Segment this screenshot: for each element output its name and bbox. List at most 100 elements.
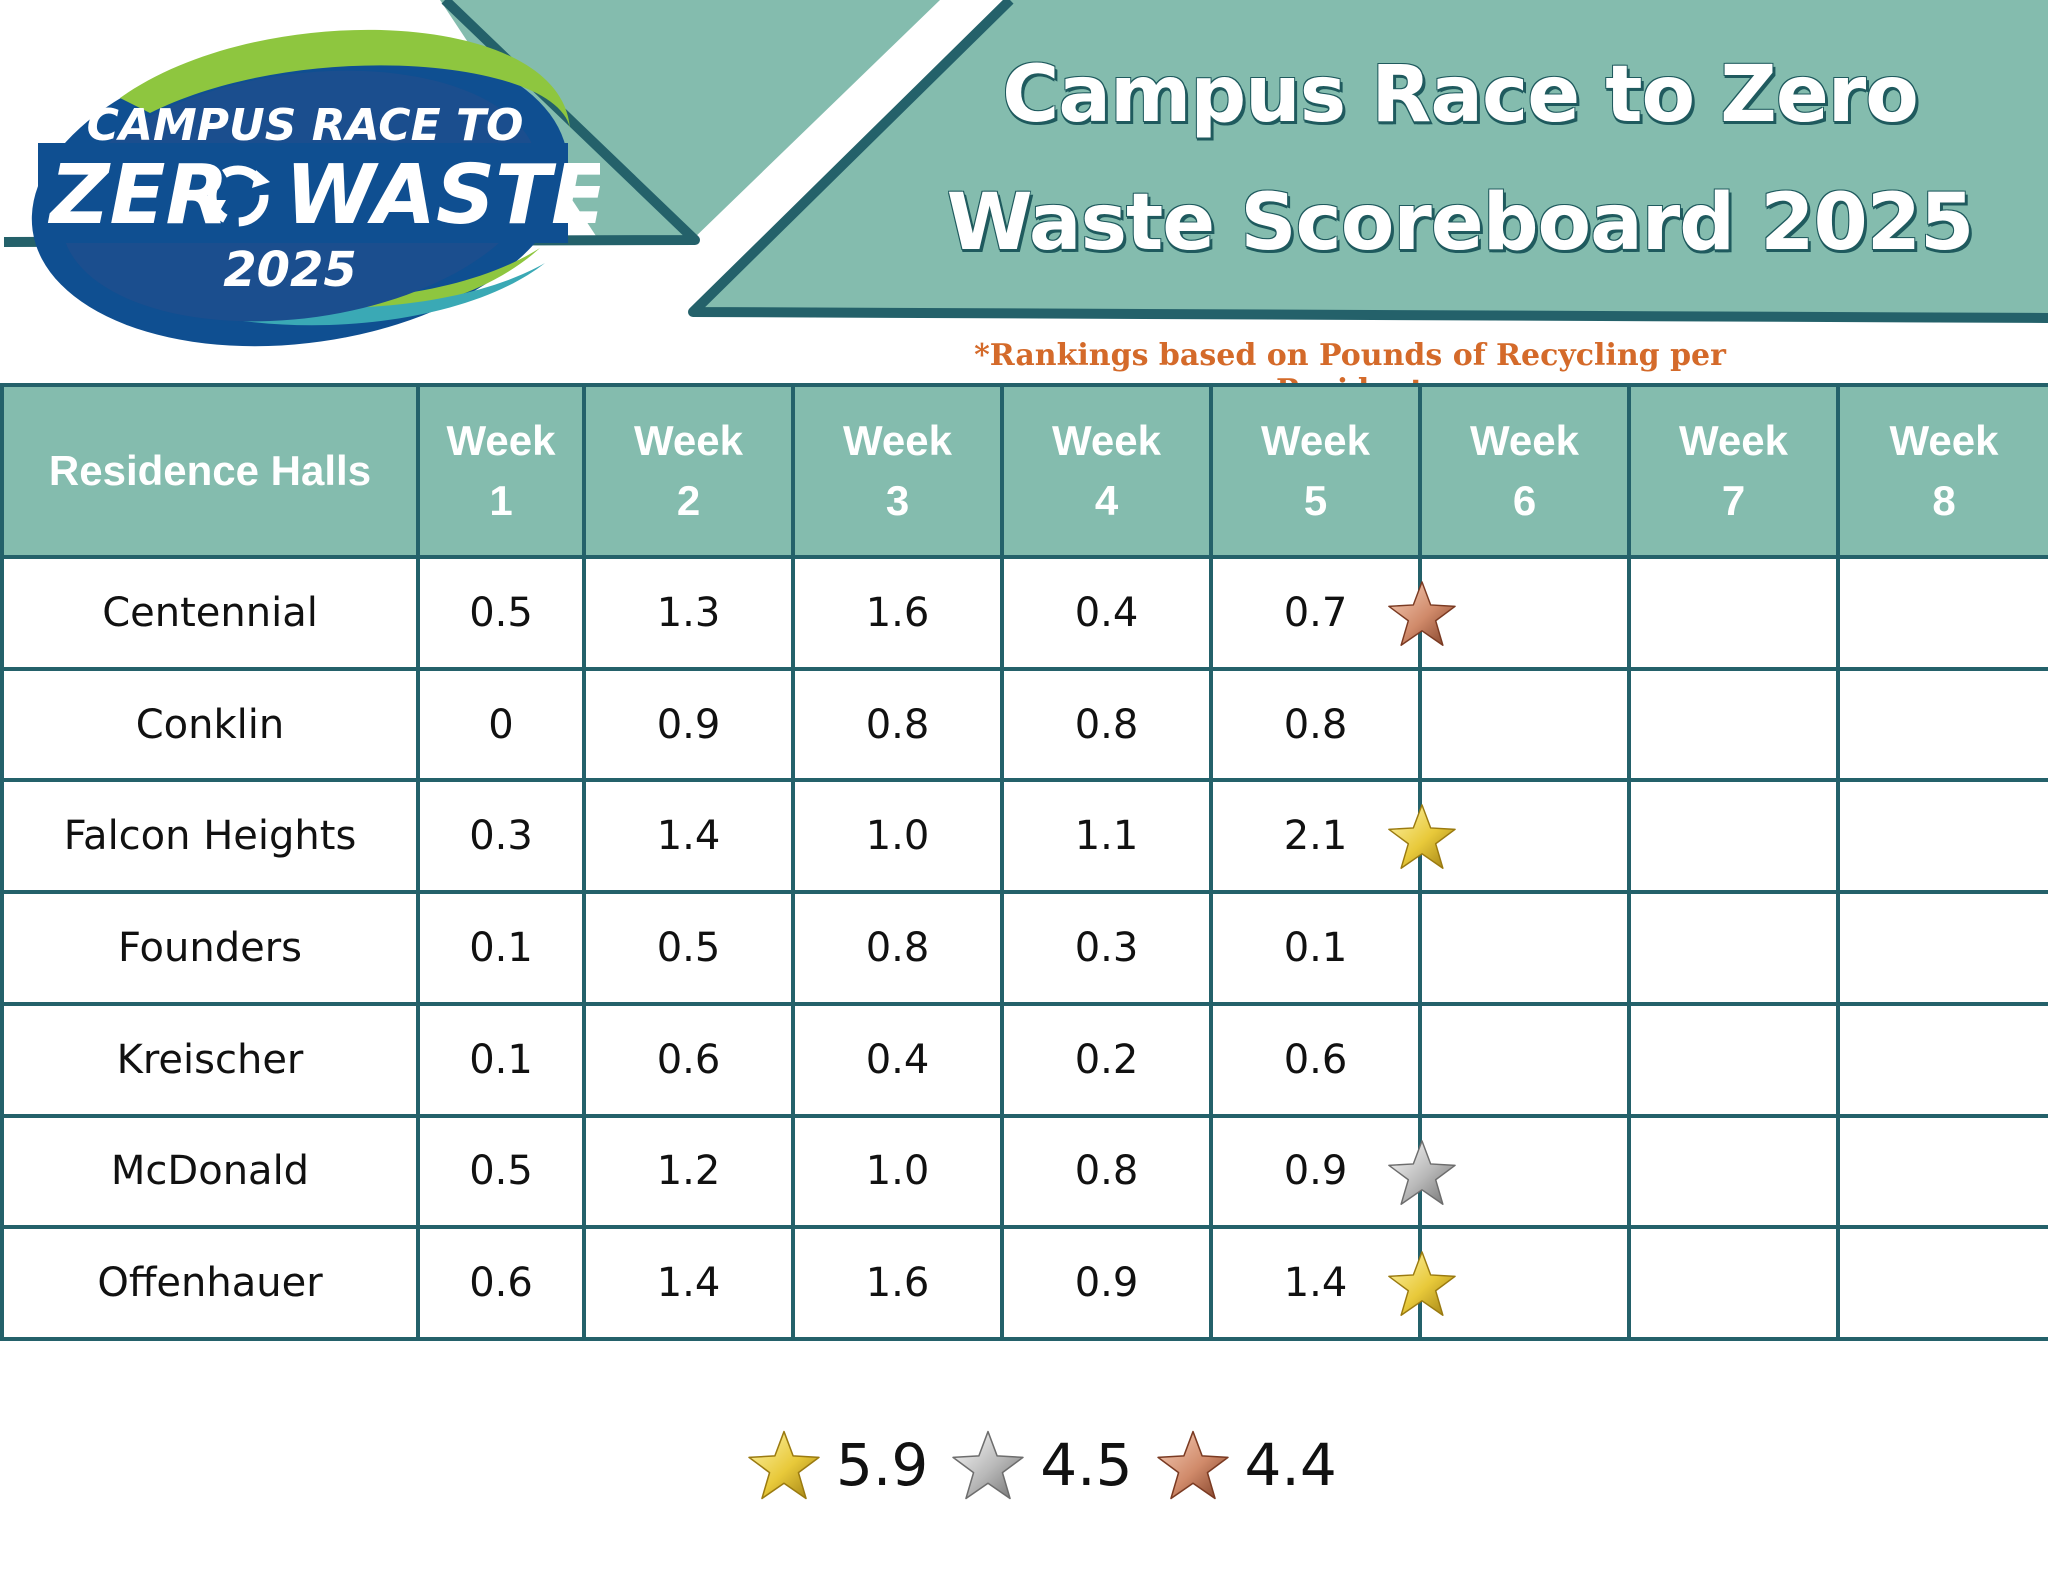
column-header-text: Week	[1889, 417, 1999, 464]
week-value: 0.8	[1074, 701, 1139, 748]
week-6-cell	[1418, 890, 1631, 1006]
page-title-line-1: Campus Race to Zero	[1002, 50, 1919, 140]
week-value: 0.4	[865, 1036, 930, 1083]
hall-name-cell: McDonald	[0, 1113, 420, 1230]
table-row: Offenhauer 0.6 1.4 1.6 0.9 1.4	[0, 1225, 2048, 1341]
week-7-cell	[1627, 778, 1840, 895]
logo-line-2a: ZER	[47, 148, 229, 243]
column-header-week-1: Week 1	[416, 383, 586, 559]
table-header-row: Residence Halls Week 1 Week 2 Week 3 Week 4 Week 5…	[0, 383, 2048, 559]
column-header-text: 1	[489, 477, 513, 524]
week-7-cell	[1627, 666, 1840, 783]
column-header-text: 7	[1721, 477, 1746, 524]
week-1-cell: 0	[416, 666, 586, 783]
week-value: 0	[488, 701, 514, 748]
week-7-cell	[1627, 1225, 1840, 1341]
week-value: 0.7	[1283, 589, 1348, 636]
column-header-text: 6	[1512, 477, 1537, 524]
week-5-cell: 0.7	[1209, 555, 1422, 671]
week-4-cell: 0.3	[1000, 890, 1213, 1006]
week-1-cell: 0.6	[416, 1225, 586, 1341]
week-value: 0.2	[1074, 1036, 1139, 1083]
bronze-star-shape	[1388, 581, 1456, 646]
week-5-cell: 0.8	[1209, 666, 1422, 783]
week-4-cell: 0.8	[1000, 1113, 1213, 1230]
week-value: 1.0	[865, 1148, 930, 1195]
week-1-cell: 0.1	[416, 1001, 586, 1118]
week-8-cell	[1836, 1225, 2048, 1341]
column-header-text: 3	[885, 477, 910, 524]
week-value: 0.8	[865, 924, 930, 971]
silver-star-icon	[952, 1430, 1024, 1500]
week-6-cell	[1388, 1113, 1631, 1230]
column-header-text: Week	[1052, 417, 1161, 464]
hall-name-cell: Founders	[0, 890, 420, 1006]
column-header-week-8: Week 8	[1836, 383, 2048, 559]
hall-name-cell: Conklin	[0, 666, 420, 783]
week-3-cell: 0.8	[791, 666, 1004, 783]
week-value: 0.5	[469, 589, 533, 636]
week-6-cell	[1388, 555, 1631, 671]
week-7-cell	[1627, 555, 1840, 671]
week-6-cell	[1388, 1225, 1631, 1341]
week-2-cell: 1.4	[582, 778, 795, 895]
column-header-text: 2	[676, 477, 701, 524]
gold-star-icon	[748, 1430, 820, 1500]
table-row: Kreischer 0.1 0.6 0.4 0.2 0.6	[0, 1001, 2048, 1118]
hall-name-cell: Falcon Heights	[0, 778, 420, 895]
column-header-text: Week	[1470, 417, 1579, 464]
column-header-text: Week	[446, 417, 556, 464]
banner-stroke-right	[688, 0, 2048, 323]
logo-text-band	[38, 143, 568, 243]
scoreboard-table: Residence Halls Week 1 Week 2 Week 3 Week 4 Week 5…	[0, 383, 2048, 1341]
bronze-star-icon	[1156, 1430, 1229, 1500]
week-value: 0.9	[1074, 1260, 1139, 1307]
logo-line-2b: WASTE	[285, 148, 600, 243]
week-value: 0.6	[656, 1036, 721, 1083]
campus-race-logo: CAMPUS RACE TO ZER WASTE 2025	[31, 29, 600, 347]
hall-name-cell: Kreischer	[0, 1001, 420, 1118]
week-2-cell: 0.5	[582, 890, 795, 1006]
column-header-text: Week	[843, 417, 952, 464]
logo-line-1: CAMPUS RACE TO	[87, 100, 524, 151]
week-value: 0.5	[656, 924, 721, 971]
week-value: 1.1	[1074, 813, 1139, 860]
week-value: 0.9	[656, 701, 721, 748]
table-row: McDonald 0.5 1.2 1.0 0.8 0.9	[0, 1113, 2048, 1230]
week-value: 1.4	[656, 813, 721, 860]
week-value: 0.6	[469, 1260, 533, 1307]
week-2-cell: 1.4	[582, 1225, 795, 1341]
column-header-week-6: Week 6	[1418, 383, 1631, 559]
week-1-cell: 0.1	[416, 890, 586, 1006]
page-title-line-2: Waste Scoreboard 2025	[946, 178, 1975, 268]
week-1-cell: 0.3	[416, 778, 586, 895]
week-5-cell: 0.1	[1209, 890, 1422, 1006]
column-header-week-7: Week 7	[1627, 383, 1840, 559]
column-header-week-4: Week 4	[1000, 383, 1213, 559]
week-4-cell: 0.2	[1000, 1001, 1213, 1118]
week-3-cell: 1.0	[791, 1113, 1004, 1230]
column-header-residence-halls: Residence Halls	[0, 383, 420, 559]
gold-star-shape	[1388, 804, 1456, 870]
week-6-cell	[1388, 778, 1631, 895]
week-6-cell	[1418, 666, 1631, 783]
week-3-cell: 1.6	[791, 1225, 1004, 1341]
week-value: 2.1	[1283, 813, 1348, 860]
week-8-cell	[1836, 666, 2048, 783]
gold-star-icon	[1386, 802, 1458, 872]
week-8-cell	[1836, 890, 2048, 1006]
week-4-cell: 1.1	[1000, 778, 1213, 895]
week-4-cell: 0.8	[1000, 666, 1213, 783]
column-header-text: 8	[1932, 477, 1956, 524]
week-value: 0.5	[469, 1148, 533, 1195]
column-header-text: 5	[1303, 477, 1328, 524]
table-row: Founders 0.1 0.5 0.8 0.3 0.1	[0, 890, 2048, 1006]
column-header-text: Week	[1261, 417, 1370, 464]
week-4-cell: 0.9	[1000, 1225, 1213, 1341]
silver-star-shape	[1388, 1139, 1456, 1205]
week-6-cell	[1418, 1001, 1631, 1118]
hall-name-cell: Offenhauer	[0, 1225, 420, 1341]
week-value: 1.2	[656, 1148, 721, 1195]
table-body: Centennial 0.5 1.3 1.6 0.4 0.7 Conklin 0 0.9 0.8 0…	[0, 555, 2048, 1341]
week-1-cell: 0.5	[416, 1113, 586, 1230]
